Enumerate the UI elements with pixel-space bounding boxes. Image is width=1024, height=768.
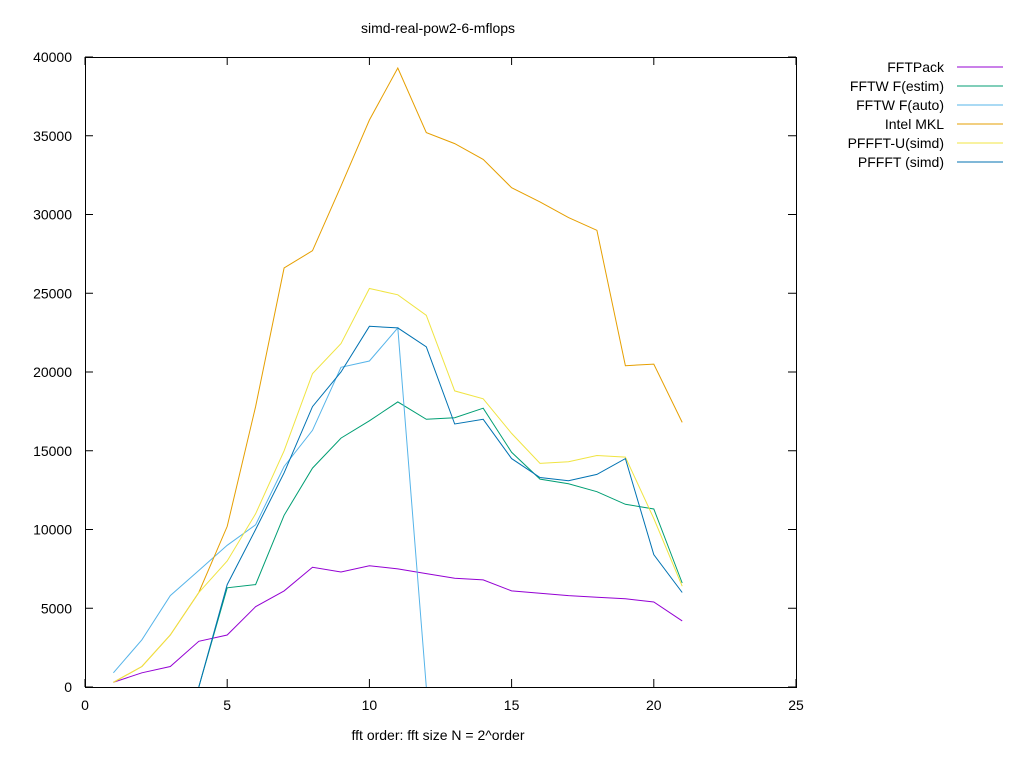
chart-title: simd-real-pow2-6-mflops xyxy=(361,20,515,36)
y-tick-label: 0 xyxy=(64,679,72,695)
y-tick-label: 35000 xyxy=(33,128,72,144)
series-lines xyxy=(113,66,683,688)
x-tick-label: 20 xyxy=(646,697,662,713)
y-tick-label: 30000 xyxy=(33,207,72,223)
y-tick-label: 15000 xyxy=(33,443,72,459)
legend-label: Intel MKL xyxy=(885,116,944,132)
legend-label: PFFFT-U(simd) xyxy=(848,135,944,151)
x-tick-label: 5 xyxy=(223,697,231,713)
legend-label: FFTPack xyxy=(887,59,945,75)
x-tick-label: 25 xyxy=(788,697,804,713)
y-tick-label: 5000 xyxy=(41,600,72,616)
legend-label: FFTW F(estim) xyxy=(850,78,944,94)
legend-label: FFTW F(auto) xyxy=(856,97,944,113)
series-line-pffft-simd xyxy=(198,325,683,688)
y-tick-label: 10000 xyxy=(33,522,72,538)
series-line-intel-mkl xyxy=(113,66,683,683)
x-tick-label: 10 xyxy=(362,697,378,713)
x-axis: 0 5 10 15 20 25 xyxy=(81,57,804,713)
x-tick-label: 0 xyxy=(81,697,89,713)
legend-label: PFFFT (simd) xyxy=(858,154,944,170)
plot-frame xyxy=(85,57,797,688)
series-line-pffft-u-simd xyxy=(113,287,683,683)
y-tick-label: 25000 xyxy=(33,285,72,301)
series-line-fftw-f-estim xyxy=(198,401,683,688)
x-tick-label: 15 xyxy=(504,697,520,713)
series-line-fftw-f-auto xyxy=(113,326,427,688)
y-tick-label: 20000 xyxy=(33,364,72,380)
legend: FFTPack FFTW F(estim) FFTW F(auto) Intel MK… xyxy=(848,59,1003,170)
y-axis: 0 5000 10000 15000 20000 25000 30000 35000 40000 xyxy=(33,49,796,695)
y-tick-label: 40000 xyxy=(33,49,72,65)
series-line-fftpack xyxy=(113,565,683,683)
x-axis-label: fft order: fft size N = 2^order xyxy=(352,727,525,743)
